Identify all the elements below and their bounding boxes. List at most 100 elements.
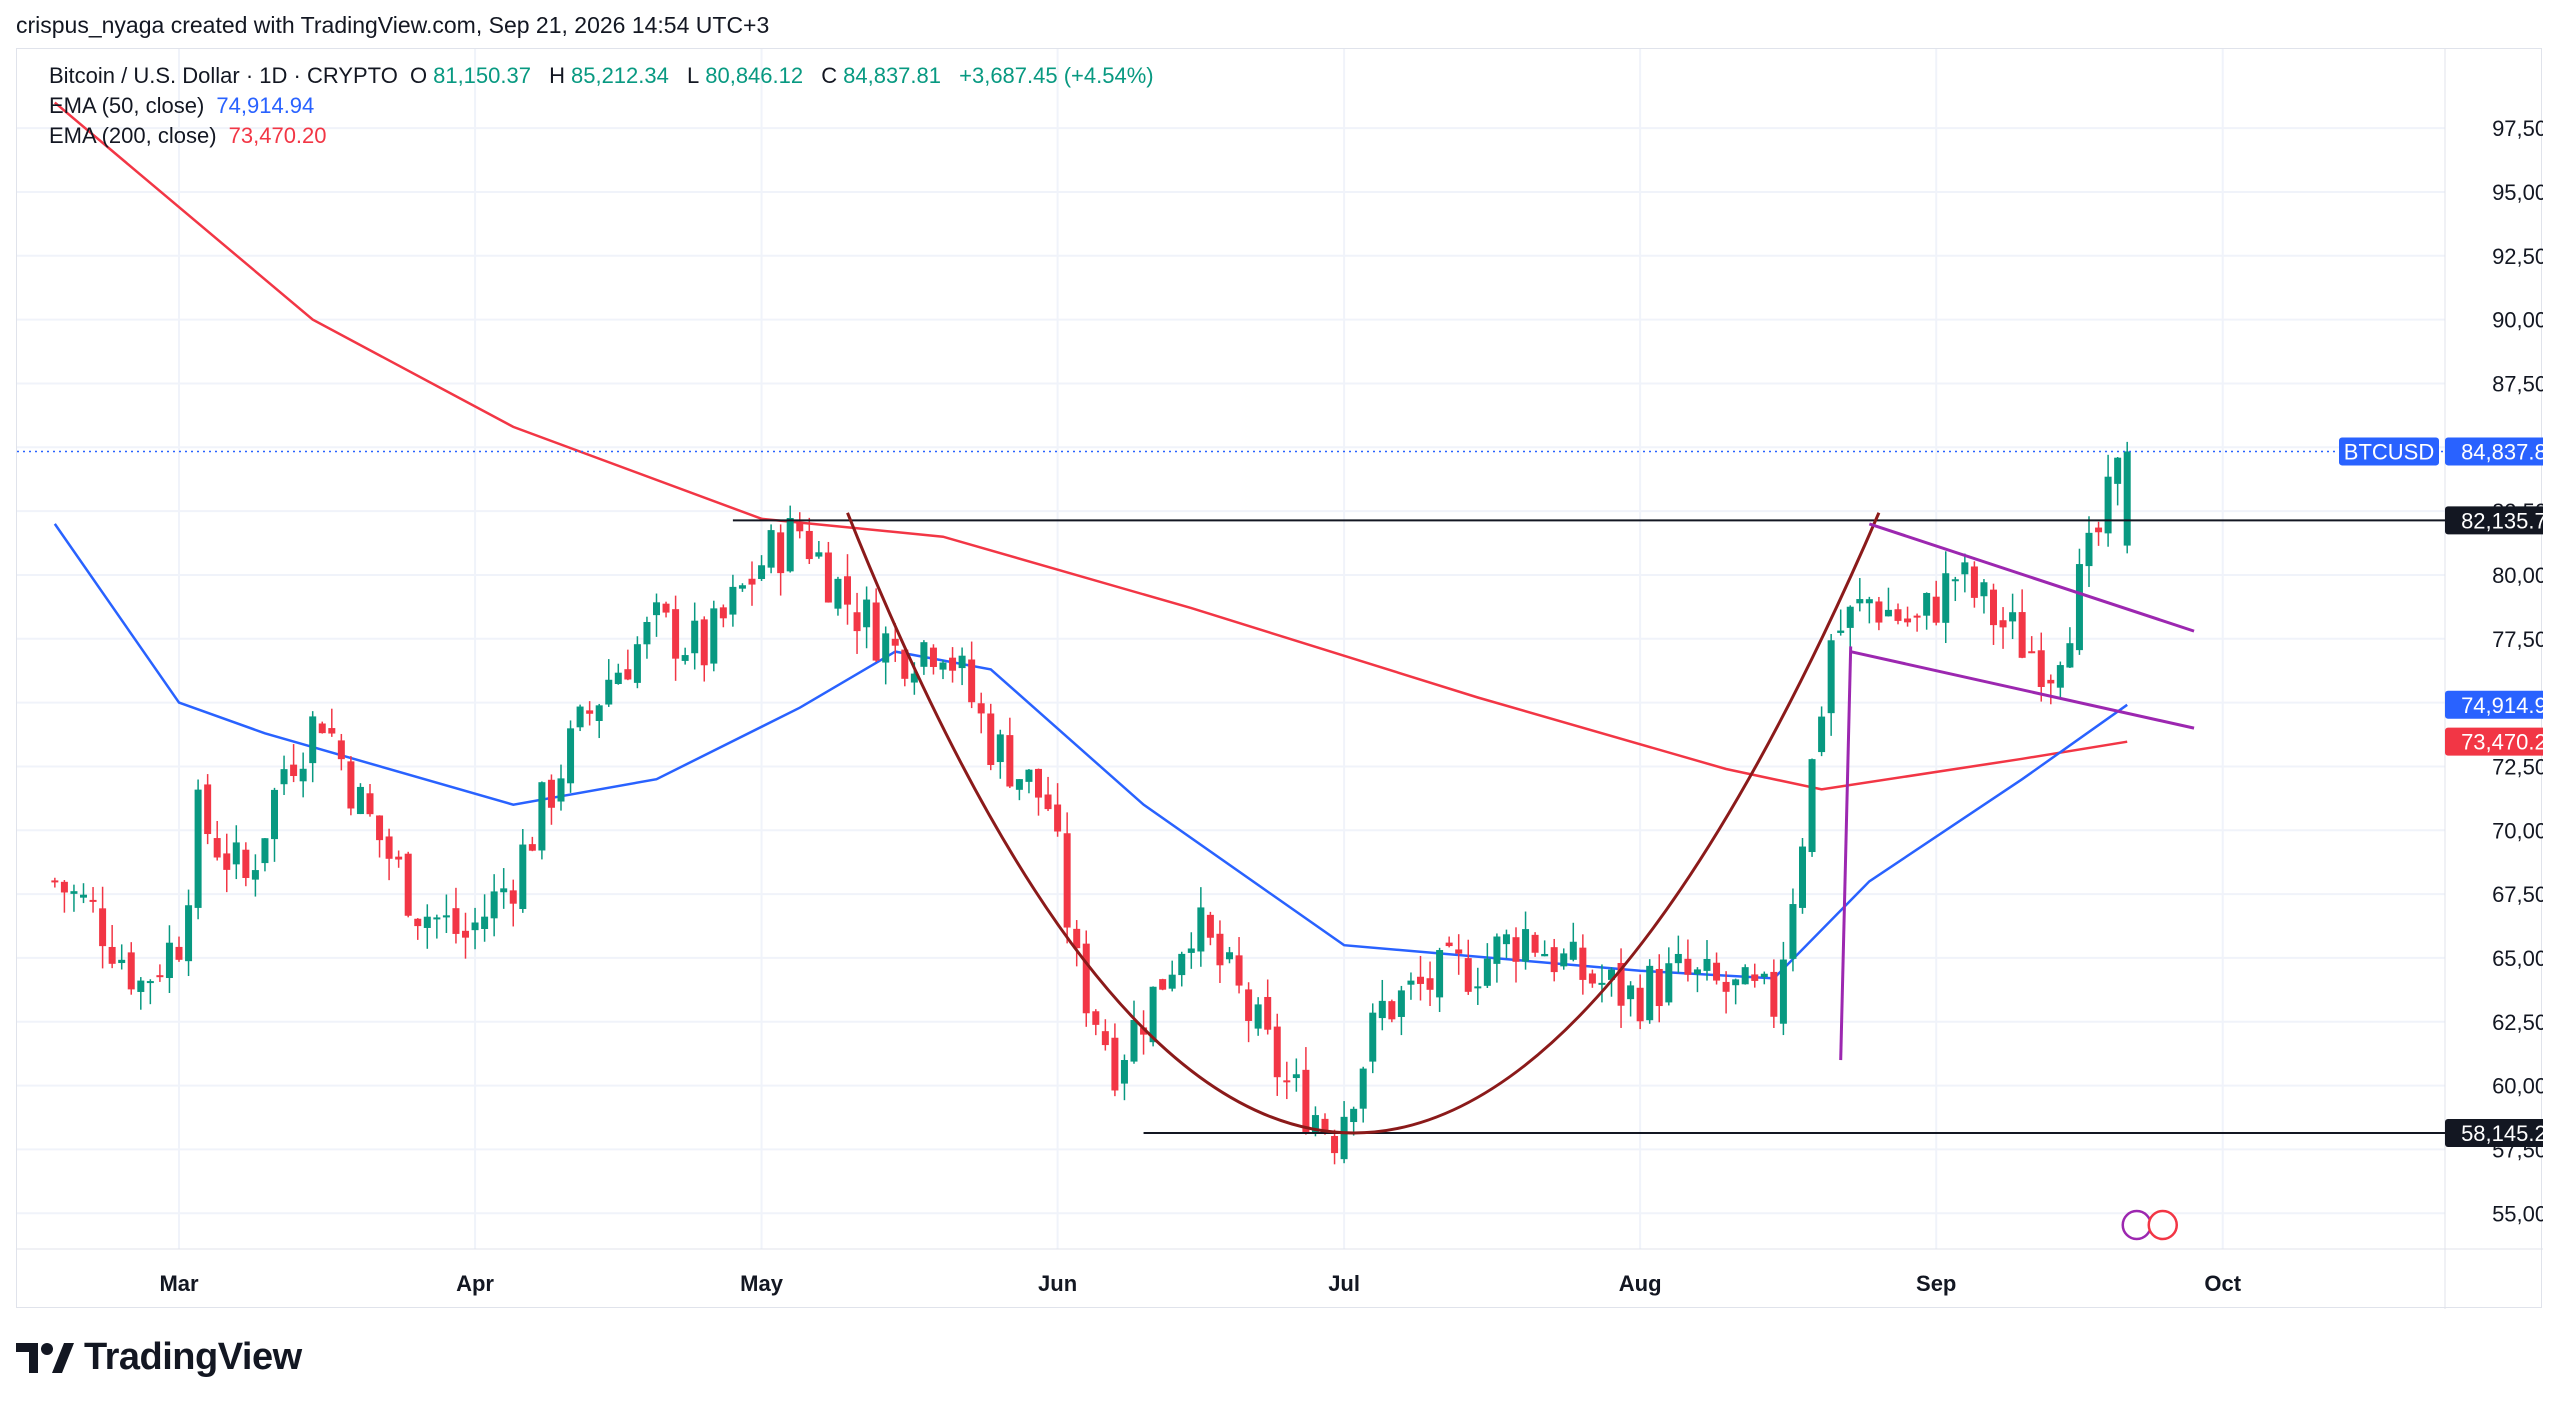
candle-up <box>1980 582 1988 597</box>
candle-down <box>99 908 107 947</box>
candle-down <box>1512 937 1520 962</box>
ema50-tag-bg <box>2445 690 2543 719</box>
candle-up <box>1760 973 1768 977</box>
chart-frame[interactable]: 55,000.0057,500.0060,000.0062,500.0065,0… <box>16 48 2543 1309</box>
candle-down <box>1464 958 1472 992</box>
last-price-tag: 84,837.81 <box>2461 439 2543 464</box>
candle-up <box>758 565 766 579</box>
candle-up <box>2085 532 2093 567</box>
price-change: +3,687.45 (+4.54%) <box>959 63 1154 88</box>
candle-up <box>729 586 737 615</box>
candle-up <box>2075 564 2083 651</box>
candle-up <box>1837 630 1845 633</box>
candle-up <box>232 842 240 865</box>
tradingview-logo[interactable]: TradingView <box>16 1336 302 1379</box>
candle-up <box>1942 573 1950 623</box>
candle-up <box>185 905 193 962</box>
symbol-tag: BTCUSD <box>2344 439 2434 464</box>
candle-down <box>1273 1026 1281 1078</box>
tradingview-logo-text: TradingView <box>84 1336 302 1378</box>
candle-up <box>710 608 718 664</box>
candle-up <box>1359 1068 1367 1109</box>
candle-up <box>1732 979 1740 986</box>
candle-down <box>213 838 221 858</box>
candle-down <box>108 946 116 964</box>
candle-down <box>1579 947 1587 980</box>
x-tick-label: Oct <box>2204 1271 2241 1296</box>
candle-up <box>1799 846 1806 908</box>
candle-down <box>901 649 909 679</box>
candle-up <box>1693 969 1701 975</box>
candle-down <box>1006 735 1014 787</box>
candle-down <box>977 703 985 714</box>
candle-up <box>920 642 928 667</box>
candle-up <box>146 981 154 984</box>
candle-down <box>395 856 403 860</box>
candle-up <box>1436 950 1444 998</box>
candle-up <box>481 916 489 929</box>
ema200-tag-bg <box>2445 727 2543 756</box>
ema50-label: EMA (50, close) <box>49 93 205 118</box>
candle-up <box>1541 953 1549 957</box>
candle-up <box>251 870 259 880</box>
candle-up <box>2104 476 2112 534</box>
flag-upper-line <box>1868 522 2195 633</box>
candle-up <box>1808 759 1816 853</box>
candle-up <box>958 655 966 669</box>
x-tick-label: Mar <box>159 1271 199 1296</box>
candle-up <box>1226 952 1233 960</box>
ema50-legend[interactable]: EMA (50, close) 74,914.94 <box>49 93 320 119</box>
candle-up <box>442 915 450 918</box>
candle-down <box>872 602 880 661</box>
candle-up <box>1827 640 1835 714</box>
candle-down <box>452 908 460 934</box>
candle-down <box>2095 527 2103 533</box>
candle-up <box>1292 1074 1300 1079</box>
candle-up <box>137 980 145 992</box>
candle-down <box>824 552 832 603</box>
last-price-tag-bg <box>2445 437 2543 466</box>
candle-up <box>1789 904 1797 959</box>
candle-up <box>567 728 575 784</box>
candle-up <box>500 888 508 893</box>
candle-up <box>299 768 307 782</box>
candle-down <box>1206 914 1214 938</box>
candle-up <box>1665 963 1673 1003</box>
candle-down <box>1063 833 1071 928</box>
candle-up <box>1502 934 1510 945</box>
x-tick-label: Jul <box>1328 1271 1360 1296</box>
y-tick-label: 95,000.00 <box>2492 180 2543 205</box>
candle-down <box>1636 987 1644 1022</box>
candle-down <box>347 761 355 809</box>
candle-up <box>261 838 269 864</box>
ema50-value: 74,914.94 <box>216 93 315 118</box>
resistance-tag-bg <box>2445 506 2543 535</box>
candle-up <box>1120 1060 1128 1084</box>
ema50-tag: 74,914.94 <box>2461 693 2543 718</box>
candle-down <box>1044 794 1052 810</box>
candle-down <box>89 899 97 902</box>
candle-down <box>1321 1118 1329 1131</box>
price-chart[interactable]: 55,000.0057,500.0060,000.0062,500.0065,0… <box>17 49 2543 1309</box>
candle-up <box>1522 929 1530 962</box>
candle-up <box>165 942 173 979</box>
candle-up <box>1865 599 1873 604</box>
ohlc-low: L 80,846.12 <box>686 63 804 88</box>
candle-up <box>1483 958 1491 986</box>
candle-down <box>1531 934 1539 953</box>
y-tick-label: 65,000.00 <box>2492 946 2543 971</box>
flag-event-icon <box>2147 1209 2178 1241</box>
candle-down <box>156 975 164 978</box>
candle-down <box>1054 804 1062 832</box>
candle-down <box>805 530 813 560</box>
candle-down <box>2018 612 2026 658</box>
candle-down <box>328 728 336 734</box>
ema200-legend[interactable]: EMA (200, close) 73,470.20 <box>49 123 333 149</box>
candle-up <box>1168 974 1176 989</box>
candle-down <box>1913 615 1921 618</box>
candle-down <box>1140 1027 1148 1035</box>
candle-down <box>1302 1069 1310 1132</box>
ema50-line <box>53 523 2128 980</box>
candle-up <box>1130 1019 1138 1062</box>
symbol-tag-bg <box>2339 437 2439 466</box>
